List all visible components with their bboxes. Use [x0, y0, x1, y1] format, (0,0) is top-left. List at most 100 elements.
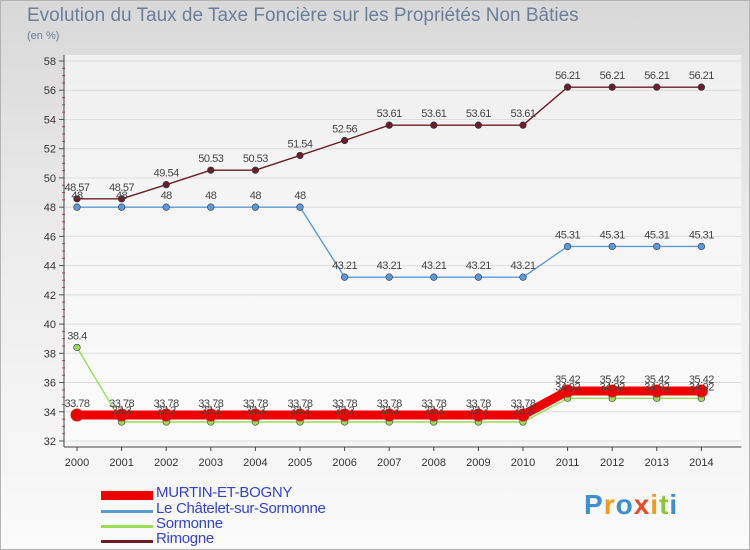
data-point-murtin-et-bogny-2011	[561, 384, 575, 398]
plot-area	[64, 55, 742, 441]
data-point-rimogne-2005	[296, 151, 304, 160]
y-tick-label-54: 54	[44, 114, 56, 126]
data-point-murtin-et-bogny-2013	[650, 384, 664, 398]
data-label-le-ch-telet-sur-sormonne-2004: 48	[250, 190, 262, 202]
data-label-sormonne-2002: 33.3	[156, 405, 176, 417]
data-label-murtin-et-bogny-2007: 33.78	[377, 398, 402, 410]
data-point-murtin-et-bogny-2005	[293, 408, 307, 422]
legend-swatch-murtin	[101, 491, 153, 500]
data-label-sormonne-2007: 33.3	[379, 405, 399, 417]
y-tick-label-32: 32	[44, 436, 56, 448]
data-point-murtin-et-bogny-2000	[70, 408, 84, 422]
data-label-murtin-et-bogny-2009: 33.78	[466, 398, 491, 410]
data-label-sormonne-2003: 33.3	[201, 405, 221, 417]
data-label-sormonne-2001: 33.3	[112, 405, 132, 417]
data-label-le-ch-telet-sur-sormonne-2014: 45.31	[689, 229, 714, 241]
legend-label-chatelet: Le Châtelet-sur-Sormonne	[156, 500, 326, 517]
data-label-rimogne-2010: 53.61	[510, 108, 535, 120]
x-tick-label-2012: 2012	[600, 457, 624, 469]
x-tick-label-2004: 2004	[243, 457, 267, 469]
data-point-le-ch-telet-sur-sormonne-2007	[385, 273, 393, 281]
x-tick-label-2013: 2013	[645, 457, 669, 469]
data-point-le-ch-telet-sur-sormonne-2000	[73, 203, 81, 211]
data-point-rimogne-2006	[341, 136, 349, 145]
data-label-sormonne-2004: 33.3	[246, 405, 266, 417]
data-label-murtin-et-bogny-2014: 35.42	[689, 374, 714, 386]
data-point-murtin-et-bogny-2003	[204, 408, 218, 422]
data-label-murtin-et-bogny-2012: 35.42	[600, 374, 625, 386]
y-tick-label-44: 44	[44, 261, 56, 273]
x-tick-label-2006: 2006	[332, 457, 356, 469]
data-label-murtin-et-bogny-2008: 33.78	[421, 398, 446, 410]
data-point-murtin-et-bogny-2007	[382, 408, 396, 422]
data-point-le-ch-telet-sur-sormonne-2010	[519, 273, 527, 281]
data-point-le-ch-telet-sur-sormonne-2005	[296, 203, 304, 211]
y-tick-label-38: 38	[44, 348, 56, 360]
data-label-le-ch-telet-sur-sormonne-2012: 45.31	[600, 229, 625, 241]
data-point-rimogne-2007	[385, 121, 393, 129]
data-point-rimogne-2013	[653, 83, 661, 91]
data-label-le-ch-telet-sur-sormonne-2000: 48	[71, 190, 83, 202]
data-label-murtin-et-bogny-2006: 33.78	[332, 398, 357, 410]
data-point-le-ch-telet-sur-sormonne-2004	[251, 203, 259, 211]
data-label-rimogne-2002: 49.54	[154, 168, 179, 180]
data-label-sormonne-2005: 33.3	[290, 405, 310, 417]
x-tick-label-2005: 2005	[288, 457, 312, 469]
legend-swatch-rimogne	[101, 540, 153, 543]
chart-title: Evolution du Taux de Taxe Foncière sur l…	[27, 5, 579, 26]
data-point-murtin-et-bogny-2002	[159, 408, 173, 422]
data-point-rimogne-2000	[73, 195, 81, 203]
data-label-sormonne-2009: 33.3	[469, 405, 489, 417]
data-label-sormonne-2000: 38.4	[67, 330, 87, 342]
data-point-rimogne-2012	[608, 83, 616, 91]
data-label-sormonne-2013: 34.92	[644, 381, 669, 393]
data-label-sormonne-2010: 33.3	[513, 405, 533, 417]
data-point-le-ch-telet-sur-sormonne-2011	[563, 242, 572, 251]
data-point-rimogne-2011	[563, 83, 572, 91]
legend-label-rimogne: Rimogne	[156, 530, 214, 547]
data-label-murtin-et-bogny-2013: 35.42	[644, 374, 669, 386]
legend-swatch-chatelet	[101, 510, 153, 513]
data-label-rimogne-2008: 53.61	[421, 108, 446, 120]
data-point-murtin-et-bogny-2008	[427, 408, 441, 422]
data-point-rimogne-2010	[519, 121, 527, 129]
data-point-rimogne-2002	[162, 181, 170, 189]
data-label-le-ch-telet-sur-sormonne-2013: 45.31	[644, 229, 669, 241]
data-label-le-ch-telet-sur-sormonne-2007: 43.21	[377, 260, 402, 272]
legend-label-sormonne: Sormonne	[156, 515, 223, 532]
data-point-murtin-et-bogny-2004	[248, 408, 262, 422]
data-point-le-ch-telet-sur-sormonne-2009	[474, 273, 483, 281]
y-tick-label-50: 50	[44, 173, 56, 185]
data-label-murtin-et-bogny-2001: 33.78	[109, 398, 134, 410]
data-label-rimogne-2014: 56.21	[689, 70, 714, 82]
data-label-murtin-et-bogny-2002: 33.78	[154, 398, 179, 410]
x-tick-label-2009: 2009	[466, 457, 490, 469]
data-point-le-ch-telet-sur-sormonne-2001	[117, 203, 126, 211]
data-point-murtin-et-bogny-2012	[605, 384, 619, 398]
data-point-le-ch-telet-sur-sormonne-2002	[162, 203, 170, 211]
logo-letter: i	[650, 489, 660, 520]
data-point-le-ch-telet-sur-sormonne-2008	[430, 273, 438, 281]
data-point-murtin-et-bogny-2009	[471, 408, 485, 422]
data-point-rimogne-2001	[117, 195, 126, 203]
x-tick-label-2010: 2010	[511, 457, 535, 469]
x-tick-label-2007: 2007	[377, 457, 401, 469]
logo-letter: P	[584, 489, 604, 520]
data-point-rimogne-2004	[251, 166, 259, 174]
data-point-murtin-et-bogny-2010	[516, 408, 530, 422]
x-tick-label-2000: 2000	[65, 457, 89, 469]
proxiti-logo: Proxiti	[584, 489, 678, 521]
data-label-sormonne-2006: 33.3	[335, 405, 355, 417]
x-tick-label-2002: 2002	[154, 457, 178, 469]
data-label-murtin-et-bogny-2005: 33.78	[287, 398, 312, 410]
y-tick-label-46: 46	[44, 231, 56, 243]
y-tick-label-42: 42	[44, 290, 56, 302]
data-label-rimogne-2005: 51.54	[287, 138, 312, 150]
data-label-murtin-et-bogny-2003: 33.78	[198, 398, 223, 410]
y-tick-label-40: 40	[44, 319, 56, 331]
data-label-sormonne-2012: 34.92	[600, 381, 625, 393]
data-label-rimogne-2011: 56.21	[555, 70, 580, 82]
logo-letter: t	[659, 489, 670, 520]
data-label-sormonne-2014: 34.92	[689, 381, 714, 393]
